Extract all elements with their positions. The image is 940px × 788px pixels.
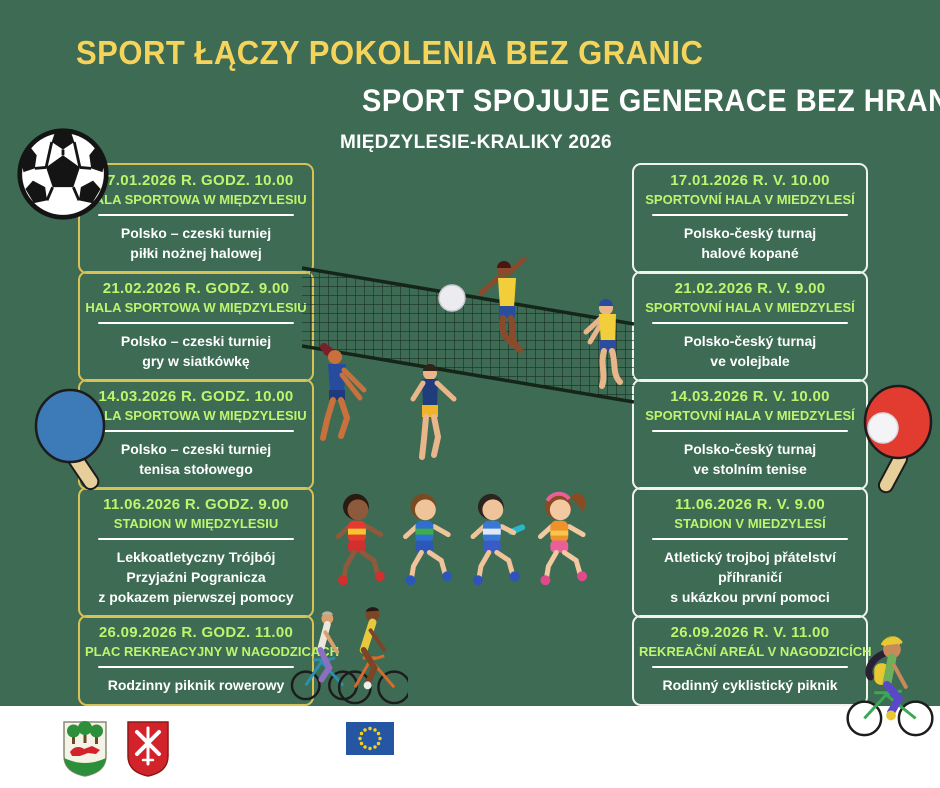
event-card-pl-5: 26.09.2026 R. GODZ. 11.00 PLAC REKREACYJ… (78, 615, 339, 706)
event-desc-line: piłki nożnej halowej (130, 245, 262, 261)
volleyball-players-with-net-illustration (302, 256, 634, 460)
event-datetime: 11.06.2026 R. GODZ. 9.00 (103, 496, 289, 513)
runner-2 (403, 493, 453, 586)
event-datetime: 26.09.2026 R. V. 11.00 (670, 624, 830, 641)
event-desc-line: Polsko – czeski turniej (120, 441, 272, 457)
event-desc-line: Atletický trojboj přátelství (664, 549, 836, 565)
event-datetime: 17.01.2026 R. GODZ. 10.00 (98, 172, 294, 189)
girl-cyclist-illustration (846, 636, 934, 737)
player-right (583, 299, 623, 389)
event-desc-line: z pokazem pierwszej pomocy (98, 589, 294, 605)
event-datetime: 21.02.2026 R. V. 9.00 (674, 280, 826, 297)
event-desc-line: ve volejbale (710, 353, 790, 369)
event-datetime: 21.02.2026 R. GODZ. 9.00 (102, 280, 290, 297)
coat-of-arms-miedzylesie-icon (63, 721, 107, 777)
event-desc-line: tenisa stołowego (139, 461, 253, 477)
soccer-ball-icon (17, 128, 109, 220)
player-left (320, 343, 367, 441)
event-venue: SPORTOVNÍ HALA V MIEDZYLESÍ (645, 192, 855, 207)
table-tennis-paddle-blue-icon (34, 388, 106, 491)
divider (652, 322, 848, 324)
event-desc-line: ve stolním tenise (693, 461, 807, 477)
divider (652, 666, 848, 668)
divider (652, 538, 848, 540)
event-desc-line: Rodzinny piknik rowerowy (107, 677, 285, 693)
runner-1 (335, 493, 385, 586)
event-desc-line: gry w siatkówkę (142, 353, 250, 369)
coat-of-arms-kraliky-icon (127, 721, 169, 777)
event-desc-line: Polsko – czeski turniej (120, 333, 272, 349)
event-card-cz-1: 17.01.2026 R. V. 10.00 SPORTOVNÍ HALA V … (632, 163, 868, 274)
event-datetime: 26.09.2026 R. GODZ. 11.00 (98, 624, 294, 641)
event-desc-line: Przyjaźni Pogranicza (126, 569, 266, 585)
event-card-pl-3: 14.03.2026 R. GODZ. 10.00 HALA SPORTOWA … (78, 379, 314, 490)
event-desc-line: halové kopané (701, 245, 799, 261)
event-desc-line: s ukázkou první pomoci (670, 589, 830, 605)
divider (98, 322, 294, 324)
divider (98, 214, 294, 216)
event-card-cz-2: 21.02.2026 R. V. 9.00 SPORTOVNÍ HALA V M… (632, 271, 868, 382)
event-datetime: 14.03.2026 R. V. 10.00 (670, 388, 830, 405)
event-desc-line: Rodinný cyklistický piknik (662, 677, 838, 693)
event-desc-line: Polsko – czeski turniej (120, 225, 272, 241)
event-venue: REKREAČNÍ AREÁL V NAGODZICÍCH (639, 644, 872, 659)
event-venue: PLAC REKREACYJNY W NAGODZICACH (85, 644, 339, 659)
event-card-pl-2: 21.02.2026 R. GODZ. 9.00 HALA SPORTOWA W… (78, 271, 314, 382)
event-datetime: 11.06.2026 R. V. 9.00 (674, 496, 826, 513)
player-spiker (478, 256, 527, 353)
event-card-pl-1: 17.01.2026 R. GODZ. 10.00 HALA SPORTOWA … (78, 163, 314, 274)
cyclist-1 (290, 611, 359, 701)
event-desc-line: Lekkoatletyczny Trójbój (116, 549, 276, 565)
divider (98, 538, 294, 540)
event-venue: SPORTOVNÍ HALA V MIEDZYLESÍ (645, 408, 855, 423)
divider (652, 214, 848, 216)
event-card-cz-4: 11.06.2026 R. V. 9.00 STADION V MIEDZYLE… (632, 487, 868, 618)
event-desc-line: Polsko-český turnaj (683, 441, 817, 457)
divider (652, 430, 848, 432)
event-card-pl-4: 11.06.2026 R. GODZ. 9.00 STADION W MIĘDZ… (78, 487, 314, 618)
eu-flag-icon (346, 722, 394, 755)
cyclist-2 (337, 607, 408, 705)
event-desc-line: Polsko-český turnaj (683, 333, 817, 349)
children-relay-runners-illustration (335, 491, 588, 586)
event-venue: HALA SPORTOWA W MIĘDZYLESIU (85, 408, 307, 423)
event-venue: HALA SPORTOWA W MIĘDZYLESIU (85, 300, 307, 315)
event-venue: SPORTOVNÍ HALA V MIEDZYLESÍ (645, 300, 855, 315)
event-card-cz-3: 14.03.2026 R. V. 10.00 SPORTOVNÍ HALA V … (632, 379, 868, 490)
volleyball (438, 284, 466, 312)
event-datetime: 17.01.2026 R. V. 10.00 (670, 172, 830, 189)
volleyball-net (302, 266, 634, 404)
event-card-cz-5: 26.09.2026 R. V. 11.00 REKREAČNÍ AREÁL V… (632, 615, 872, 706)
title-polish: SPORT ŁĄCZY POKOLENIA BEZ GRANIC (76, 34, 704, 72)
runner-3-with-baton (470, 493, 526, 586)
title-czech: SPORT SPOJUJE GENERACE BEZ HRANIC (362, 84, 940, 119)
divider (98, 666, 294, 668)
event-datetime: 14.03.2026 R. GODZ. 10.00 (98, 388, 294, 405)
event-venue: STADION V MIEDZYLESÍ (674, 516, 826, 531)
player-center (410, 364, 457, 460)
event-desc-line: Polsko-český turnaj (683, 225, 817, 241)
table-tennis-paddle-red-icon (863, 384, 933, 494)
event-venue: STADION W MIĘDZYLESIU (113, 516, 279, 531)
subtitle-location-year: MIĘDZYLESIE-KRALIKY 2026 (340, 132, 612, 153)
event-venue: HALA SPORTOWA W MIĘDZYLESIU (85, 192, 307, 207)
two-cyclists-illustration (290, 607, 408, 705)
event-desc-line: příhraničí (718, 569, 782, 585)
runner-4-girl (537, 491, 588, 586)
divider (98, 430, 294, 432)
